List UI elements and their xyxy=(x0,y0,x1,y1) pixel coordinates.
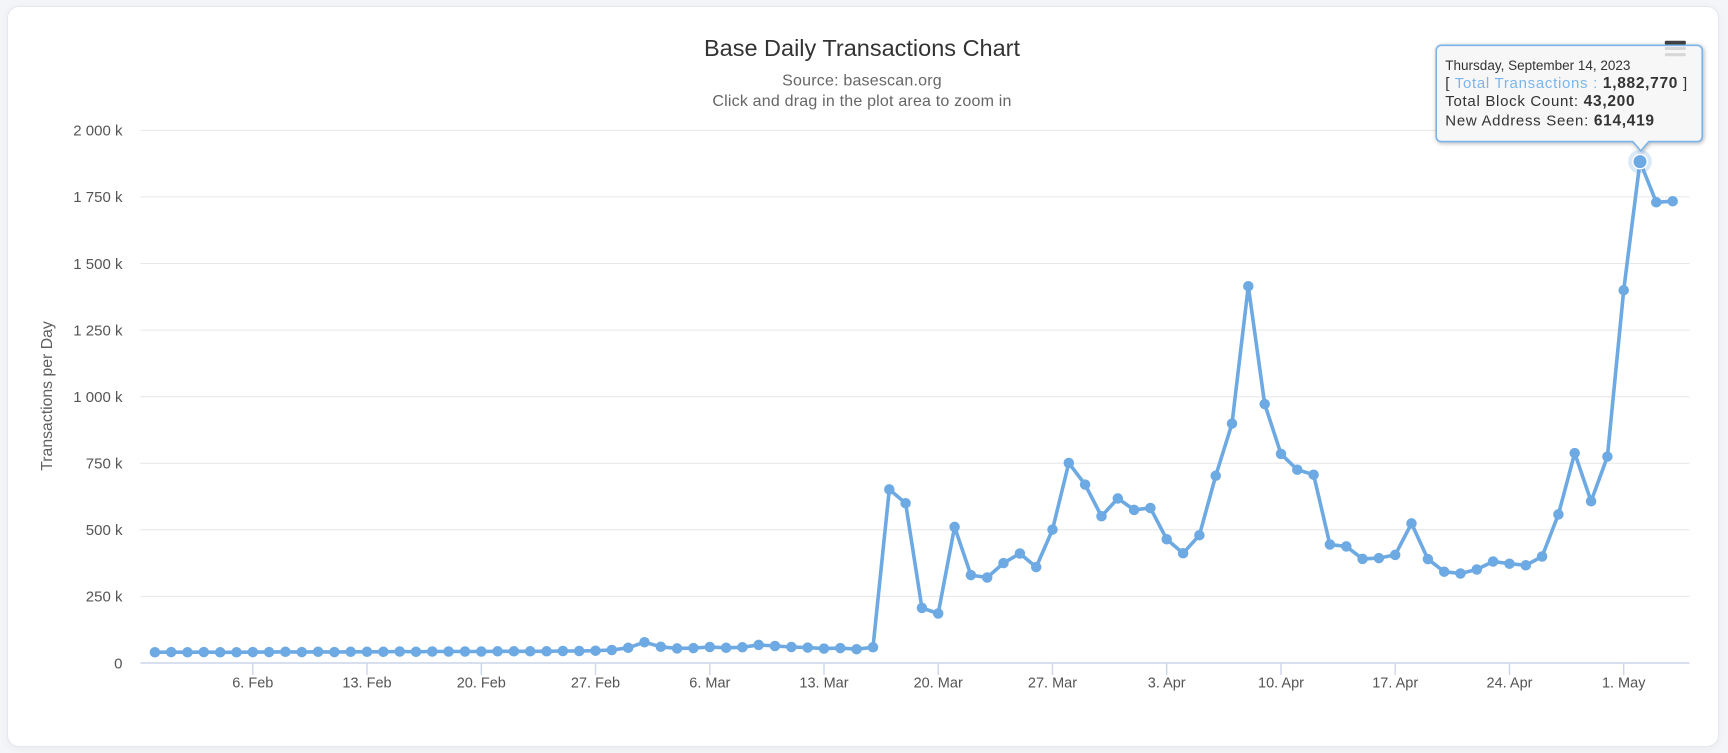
svg-text:Click and drag in the plot are: Click and drag in the plot area to zoom … xyxy=(712,93,1011,110)
svg-text:1 000 k: 1 000 k xyxy=(73,389,123,406)
svg-text:[ Total Transactions : 1,882,7: [ Total Transactions : 1,882,770 ] xyxy=(1445,75,1688,92)
svg-text:13. Feb: 13. Feb xyxy=(342,676,391,692)
svg-text:1 500 k: 1 500 k xyxy=(73,256,123,273)
svg-text:Base Daily Transactions Chart: Base Daily Transactions Chart xyxy=(704,35,1021,61)
svg-text:17. Apr: 17. Apr xyxy=(1372,676,1418,692)
svg-text:Thursday, September 14, 2023: Thursday, September 14, 2023 xyxy=(1445,58,1630,73)
svg-text:3. Apr: 3. Apr xyxy=(1148,676,1186,692)
svg-text:27. Mar: 27. Mar xyxy=(1028,676,1077,692)
svg-text:10. Apr: 10. Apr xyxy=(1258,676,1304,692)
svg-text:13. Mar: 13. Mar xyxy=(799,676,848,692)
svg-text:27. Feb: 27. Feb xyxy=(571,676,620,692)
svg-text:6. Feb: 6. Feb xyxy=(232,676,273,692)
svg-text:6. Mar: 6. Mar xyxy=(689,676,730,692)
svg-text:1. May: 1. May xyxy=(1602,676,1646,692)
svg-text:500 k: 500 k xyxy=(86,522,123,539)
svg-text:Total Block Count: 43,200: Total Block Count: 43,200 xyxy=(1445,93,1635,110)
svg-text:0: 0 xyxy=(114,655,122,672)
svg-text:Transactions per Day: Transactions per Day xyxy=(39,321,56,471)
svg-text:Source: basescan.org: Source: basescan.org xyxy=(782,72,942,89)
svg-text:20. Feb: 20. Feb xyxy=(457,676,506,692)
svg-text:750 k: 750 k xyxy=(86,456,123,473)
svg-text:New Address Seen: 614,419: New Address Seen: 614,419 xyxy=(1445,113,1654,130)
svg-text:250 k: 250 k xyxy=(86,589,123,606)
svg-text:20. Mar: 20. Mar xyxy=(914,676,963,692)
svg-text:1 750 k: 1 750 k xyxy=(73,189,123,206)
svg-text:2 000 k: 2 000 k xyxy=(73,123,123,140)
svg-text:24. Apr: 24. Apr xyxy=(1487,676,1533,692)
svg-text:1 250 k: 1 250 k xyxy=(73,322,123,339)
